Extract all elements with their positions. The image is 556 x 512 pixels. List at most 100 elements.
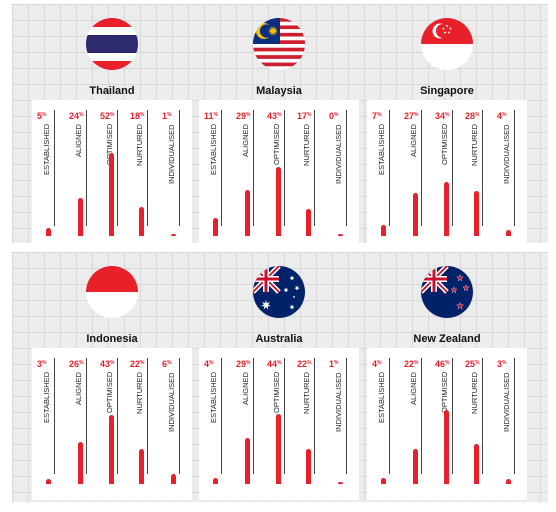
chart-card: 7% ESTABLISHED 27% ALIGNED 34% OPTIMISED 28% NU… xyxy=(367,100,527,252)
column-divider xyxy=(54,110,55,226)
category-label: INDIVIDUALISED xyxy=(334,372,343,432)
bar-aligned xyxy=(413,448,418,484)
malaysia-flag-icon xyxy=(253,18,305,70)
column-divider xyxy=(284,358,285,474)
chart-card: 4% ESTABLISHED 29% ALIGNED 44% OPTIMISED 22% NU… xyxy=(199,348,359,500)
column-divider xyxy=(482,110,483,226)
category-label: NURTURED xyxy=(135,372,144,414)
bar-aligned xyxy=(78,197,83,236)
data-label: 22% xyxy=(130,359,145,369)
bar-column-aligned: 29% ALIGNED xyxy=(234,100,262,242)
country-name: New Zealand xyxy=(413,333,481,345)
column-divider xyxy=(221,358,222,474)
bar-column-aligned: 27% ALIGNED xyxy=(402,100,430,242)
column-divider xyxy=(284,110,285,226)
data-label: 4% xyxy=(204,359,214,369)
bar-nurtured xyxy=(306,448,311,484)
bar-optimised xyxy=(276,413,281,484)
data-label: 29% xyxy=(236,111,251,121)
column-divider xyxy=(314,358,315,474)
bar-column-nurtured: 25% NURTURED xyxy=(463,348,491,490)
data-label: 43% xyxy=(267,111,282,121)
bar-individualised xyxy=(506,229,511,236)
column-divider xyxy=(421,110,422,226)
category-label: ESTABLISHED xyxy=(377,372,386,424)
bar-individualised xyxy=(506,479,511,484)
bar-aligned xyxy=(78,442,83,484)
category-label: ALIGNED xyxy=(74,124,83,157)
data-label: 52% xyxy=(100,111,115,121)
category-label: NURTURED xyxy=(302,124,311,166)
country-panel-malaysia: Malaysia 11% ESTABLISHED 29% ALIGNED 43% OPTIM… xyxy=(199,18,359,252)
category-label: INDIVIDUALISED xyxy=(167,372,176,432)
column-divider xyxy=(179,358,180,474)
chart-card: 4% ESTABLISHED 22% ALIGNED 46% OPTIMISED 25% NU… xyxy=(367,348,527,500)
column-divider xyxy=(452,110,453,226)
category-label: NURTURED xyxy=(135,124,144,166)
bar-column-individualised: 3% INDIVIDUALISED xyxy=(495,348,523,490)
bar-column-nurtured: 22% NURTURED xyxy=(295,348,323,490)
column-divider xyxy=(514,358,515,474)
category-label: NURTURED xyxy=(302,372,311,414)
bar-column-individualised: 0% INDIVIDUALISED xyxy=(327,100,355,242)
bar-aligned xyxy=(245,437,250,484)
bar-individualised xyxy=(171,474,176,484)
data-label: 26% xyxy=(69,359,84,369)
data-label: 7% xyxy=(372,111,382,121)
bar-established xyxy=(381,477,386,484)
column-divider xyxy=(86,110,87,226)
column-divider xyxy=(514,110,515,226)
column-divider xyxy=(179,110,180,226)
new-zealand-flag-icon xyxy=(421,266,473,318)
column-divider xyxy=(346,110,347,226)
bar-individualised xyxy=(171,234,176,236)
country-name: Indonesia xyxy=(86,333,138,345)
bar-column-nurtured: 22% NURTURED xyxy=(128,348,156,490)
bar-column-established: 7% ESTABLISHED xyxy=(370,100,398,242)
category-label: ESTABLISHED xyxy=(209,372,218,424)
bar-column-individualised: 1% INDIVIDUALISED xyxy=(160,100,188,242)
chart-card: 3% ESTABLISHED 26% ALIGNED 43% OPTIMISED 22% NU… xyxy=(32,348,192,500)
chart-card: 5% ESTABLISHED 24% ALIGNED 52% OPTIMISED 18% NU… xyxy=(32,100,192,252)
bar-column-established: 3% ESTABLISHED xyxy=(35,348,63,490)
category-label: INDIVIDUALISED xyxy=(167,124,176,184)
australia-flag-icon xyxy=(253,266,305,318)
bar-column-aligned: 24% ALIGNED xyxy=(67,100,95,242)
column-divider xyxy=(54,358,55,474)
column-divider xyxy=(482,358,483,474)
bar-column-established: 4% ESTABLISHED xyxy=(370,348,398,490)
bar-column-nurtured: 17% NURTURED xyxy=(295,100,323,242)
column-divider xyxy=(314,110,315,226)
data-label: 3% xyxy=(37,359,47,369)
bar-column-aligned: 29% ALIGNED xyxy=(234,348,262,490)
bar-column-established: 4% ESTABLISHED xyxy=(202,348,230,490)
bar-column-optimised: 43% OPTIMISED xyxy=(98,348,126,490)
column-divider xyxy=(452,358,453,474)
bar-column-optimised: 52% OPTIMISED xyxy=(98,100,126,242)
bar-established xyxy=(46,228,51,236)
category-label: ALIGNED xyxy=(409,124,418,157)
category-label: NURTURED xyxy=(470,372,479,414)
thailand-flag-icon xyxy=(86,18,138,70)
bar-column-optimised: 44% OPTIMISED xyxy=(265,348,293,490)
bar-optimised xyxy=(444,410,449,484)
bar-optimised xyxy=(276,167,281,236)
category-label: ALIGNED xyxy=(409,372,418,405)
bar-established xyxy=(381,224,386,236)
country-panel-singapore: Singapore 7% ESTABLISHED 27% ALIGNED 34% OPTIM… xyxy=(367,18,527,252)
column-divider xyxy=(86,358,87,474)
column-divider xyxy=(147,358,148,474)
category-label: INDIVIDUALISED xyxy=(502,372,511,432)
bar-column-optimised: 43% OPTIMISED xyxy=(265,100,293,242)
category-label: ALIGNED xyxy=(74,372,83,405)
bar-column-nurtured: 18% NURTURED xyxy=(128,100,156,242)
bar-nurtured xyxy=(306,208,311,236)
bar-individualised xyxy=(338,234,343,236)
bar-column-established: 5% ESTABLISHED xyxy=(35,100,63,242)
column-divider xyxy=(253,358,254,474)
bar-optimised xyxy=(444,181,449,236)
column-divider xyxy=(147,110,148,226)
country-panel-thailand: Thailand 5% ESTABLISHED 24% ALIGNED 52% OPTIMI… xyxy=(32,18,192,252)
bar-column-optimised: 34% OPTIMISED xyxy=(433,100,461,242)
data-label: 24% xyxy=(69,111,84,121)
